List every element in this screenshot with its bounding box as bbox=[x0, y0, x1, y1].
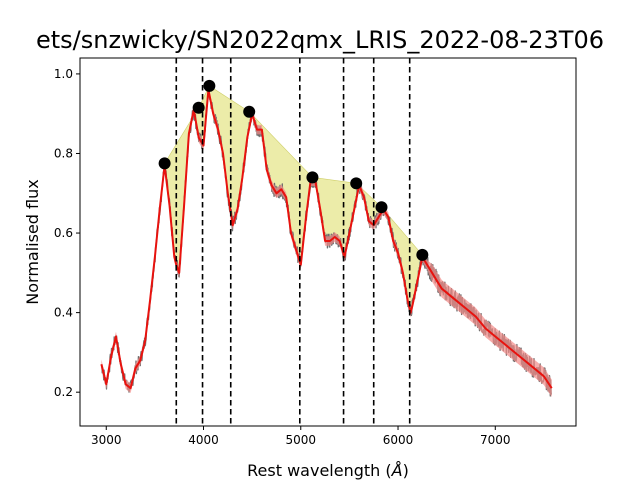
y-axis-ticks: 0.2 0.4 0.6 0.8 1.0 bbox=[54, 67, 80, 399]
y-tick-label-0.4: 0.4 bbox=[54, 306, 73, 320]
y-axis-label: Normalised flux bbox=[23, 179, 42, 304]
chart-title: ets/snzwicky/SN2022qmx_LRIS_2022-08-23T0… bbox=[36, 26, 604, 54]
x-tick-label-3000: 3000 bbox=[91, 433, 122, 447]
y-tick-label-1: 1.0 bbox=[54, 67, 73, 81]
plot-area bbox=[100, 58, 553, 426]
y-tick-label-0.8: 0.8 bbox=[54, 146, 73, 160]
feature-line-layer bbox=[175, 58, 411, 426]
x-axis-unit: Å bbox=[391, 461, 403, 480]
feature-marker-3 bbox=[203, 79, 216, 92]
feature-marker-7 bbox=[375, 201, 388, 214]
x-axis-label-close: ) bbox=[403, 461, 409, 480]
x-tick-label-7000: 7000 bbox=[480, 433, 511, 447]
x-tick-label-6000: 6000 bbox=[383, 433, 414, 447]
x-axis-label: Rest wavelength (Å) bbox=[247, 461, 409, 480]
feature-marker-4 bbox=[243, 105, 256, 118]
smoothed-spectrum-line bbox=[100, 88, 553, 390]
x-axis-label-text: Rest wavelength ( bbox=[247, 461, 391, 480]
y-tick-label-0.2: 0.2 bbox=[54, 385, 73, 399]
smoothed-spectrum-layer bbox=[100, 88, 553, 390]
y-tick-label-0.6: 0.6 bbox=[54, 226, 73, 240]
plot-frame bbox=[79, 57, 577, 427]
x-axis-ticks: 3000 4000 5000 6000 7000 bbox=[91, 426, 511, 447]
feature-marker-2 bbox=[192, 101, 205, 114]
feature-marker-layer bbox=[158, 79, 429, 261]
feature-marker-8 bbox=[416, 248, 429, 261]
x-tick-label-4000: 4000 bbox=[188, 433, 219, 447]
feature-marker-1 bbox=[158, 157, 171, 170]
feature-marker-6 bbox=[350, 177, 363, 190]
feature-marker-5 bbox=[306, 171, 319, 184]
x-tick-label-5000: 5000 bbox=[285, 433, 316, 447]
